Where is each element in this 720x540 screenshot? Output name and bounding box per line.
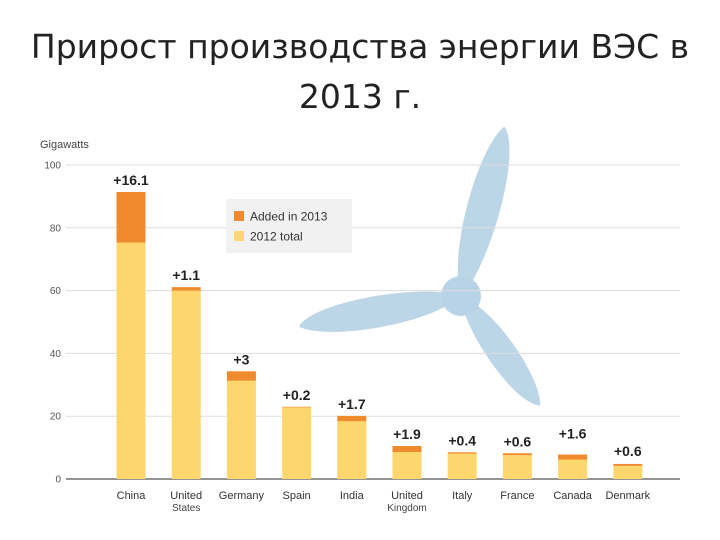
legend-box xyxy=(226,199,352,253)
data-label: +1.6 xyxy=(559,426,587,442)
title-line-2: 2013 г. xyxy=(298,77,422,116)
bar-2012-total xyxy=(502,455,532,479)
bar-2012-total xyxy=(226,380,256,479)
x-category-label: Canada xyxy=(553,490,592,502)
bar-added-2013 xyxy=(171,287,201,291)
bar-2012-total xyxy=(337,421,367,479)
turbine-blade-shape xyxy=(298,291,453,332)
wind-turbine-illustration xyxy=(298,126,541,406)
x-category-label: Spain xyxy=(283,490,311,502)
y-tick-label: 80 xyxy=(50,223,62,234)
data-labels: +16.1 +1.1 +3 +0.2 +1.7 +1.9 +0.4 +0.6 +1.6 +0.6 xyxy=(113,172,642,459)
title-line-1: Прирост производства энергии ВЭС в xyxy=(30,27,690,66)
legend-swatch xyxy=(234,231,244,241)
data-label: +1.7 xyxy=(338,396,366,412)
gridlines xyxy=(66,164,680,480)
bar-added-2013 xyxy=(392,446,422,452)
y-axis: 0 20 40 60 80 100 xyxy=(44,161,61,486)
data-label: +1.1 xyxy=(172,267,200,283)
bar-2012-total xyxy=(613,465,643,479)
y-axis-unit-label: Gigawatts xyxy=(40,139,89,151)
x-category-label: Kingdom xyxy=(387,503,426,514)
bar-added-2013 xyxy=(282,406,312,408)
bars xyxy=(116,192,643,479)
data-label: +3 xyxy=(233,351,249,367)
bar-2012-total xyxy=(558,459,588,479)
data-label: +0.2 xyxy=(283,387,311,403)
bar-added-2013 xyxy=(337,415,367,422)
y-tick-label: 40 xyxy=(50,349,62,360)
slide-title: Прирост производства энергии ВЭС в 2013 … xyxy=(0,22,720,122)
data-label: +0.4 xyxy=(448,432,476,448)
data-label: +0.6 xyxy=(614,443,642,459)
y-tick-label: 100 xyxy=(44,161,61,172)
bar-added-2013 xyxy=(116,192,146,243)
y-tick-label: 60 xyxy=(50,286,62,297)
y-tick-label: 0 xyxy=(55,475,61,486)
turbine-blade xyxy=(298,291,453,332)
bar-added-2013 xyxy=(226,371,256,381)
bar-2012-total xyxy=(282,407,312,479)
data-label: +16.1 xyxy=(113,172,149,188)
bar-2012-total xyxy=(171,290,201,479)
x-category-label: Denmark xyxy=(605,490,650,502)
bar-2012-total xyxy=(392,451,422,479)
x-category-label: Italy xyxy=(452,490,473,502)
bar-added-2013 xyxy=(502,453,532,456)
bar-added-2013 xyxy=(613,463,643,466)
x-category-label: China xyxy=(117,490,147,502)
data-label: +0.6 xyxy=(504,433,532,449)
turbine-blade-shape xyxy=(457,126,510,288)
legend-label: 2012 total xyxy=(250,230,303,244)
legend: Added in 2013 2012 total xyxy=(226,199,352,253)
x-category-label: United xyxy=(170,490,202,502)
x-category-label: India xyxy=(340,490,365,502)
turbine-hub xyxy=(441,276,481,316)
x-category-label: France xyxy=(500,490,534,502)
legend-swatch xyxy=(234,211,244,221)
x-category-label: United xyxy=(391,490,423,502)
bar-2012-total xyxy=(116,242,146,479)
data-label: +1.9 xyxy=(393,426,421,442)
x-category-label: States xyxy=(172,503,200,514)
bar-added-2013 xyxy=(558,454,588,460)
legend-label: Added in 2013 xyxy=(250,210,328,224)
y-tick-label: 20 xyxy=(50,412,62,423)
turbine-blade xyxy=(457,126,510,288)
x-category-label: Germany xyxy=(219,490,265,502)
bar-2012-total xyxy=(447,453,477,479)
bar-added-2013 xyxy=(447,452,477,454)
